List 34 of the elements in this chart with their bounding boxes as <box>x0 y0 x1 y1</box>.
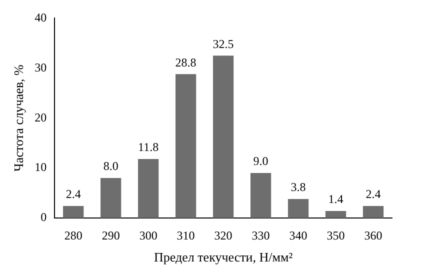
data-label: 11.8 <box>138 140 159 154</box>
bar <box>63 206 84 218</box>
bar <box>100 178 122 218</box>
x-tick-label: 320 <box>214 228 232 242</box>
bar <box>250 173 272 218</box>
x-tick-label: 350 <box>326 228 345 242</box>
bar <box>288 199 309 218</box>
y-tick-label: 20 <box>34 110 47 124</box>
y-tick-label: 0 <box>40 210 47 224</box>
x-tick-label: 360 <box>364 228 382 242</box>
data-label: 9.0 <box>253 154 268 168</box>
x-tick-label: 340 <box>289 228 308 242</box>
data-label: 8.0 <box>103 159 118 174</box>
data-label: 2.4 <box>366 187 381 202</box>
data-label: 28.8 <box>175 55 196 70</box>
x-tick-label: 310 <box>176 228 195 242</box>
data-label: 32.5 <box>212 36 234 51</box>
x-tick-label: 330 <box>252 228 270 242</box>
bar <box>138 159 159 218</box>
y-tick-label: 40 <box>34 10 47 24</box>
bar <box>325 211 346 218</box>
data-label: 1.4 <box>328 192 344 206</box>
bar <box>212 56 234 218</box>
bar <box>362 206 384 218</box>
data-label: 2.4 <box>66 187 81 202</box>
data-label: 3.8 <box>290 180 306 194</box>
x-tick-label: 290 <box>102 228 120 242</box>
y-tick-label: 30 <box>34 60 47 74</box>
y-tick-label: 10 <box>34 160 47 174</box>
x-tick-label: 280 <box>64 228 82 242</box>
x-tick-label: 300 <box>139 228 158 242</box>
y-axis-title: Частота случаев, % <box>11 64 26 172</box>
bar <box>176 74 196 218</box>
x-axis-title: Предел текучести, Н/мм² <box>154 250 293 265</box>
